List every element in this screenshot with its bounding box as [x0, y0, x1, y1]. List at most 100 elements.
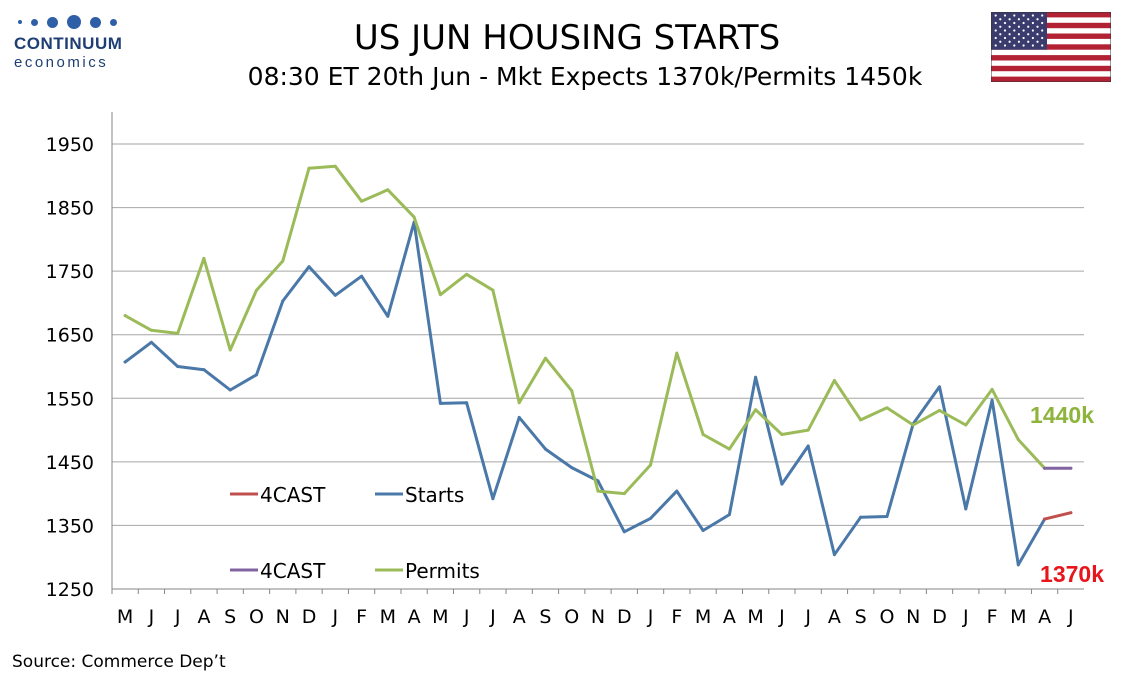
y-tick-label: 1650: [46, 325, 94, 347]
chart-subtitle: 08:30 ET 20th Jun - Mkt Expects 1370k/Pe…: [247, 62, 923, 91]
x-tick-label: J: [331, 606, 338, 628]
logo-subword: economics: [14, 54, 109, 71]
y-tick-label: 1750: [46, 261, 94, 283]
data-point-starts: [701, 529, 705, 533]
data-point-permits: [675, 351, 679, 355]
data-point-permits-forecast: [1069, 466, 1073, 470]
data-point-starts: [543, 447, 547, 451]
data-point-permits: [543, 356, 547, 360]
data-point-permits: [570, 389, 574, 393]
legend-label: 4CAST: [260, 483, 326, 507]
data-point-starts: [386, 314, 390, 318]
data-point-starts: [465, 401, 469, 405]
legend-label: Starts: [405, 483, 464, 507]
data-point-permits: [228, 348, 232, 352]
x-tick-label: F: [356, 606, 367, 628]
data-point-starts: [938, 385, 942, 389]
x-tick-label: M: [1010, 606, 1026, 628]
data-point-permits: [281, 259, 285, 263]
x-tick-label: J: [174, 606, 181, 628]
x-tick-label: J: [804, 606, 811, 628]
data-point-permits: [727, 447, 731, 451]
x-tick-label: J: [647, 606, 654, 628]
x-tick-label: A: [1038, 606, 1051, 628]
data-point-permits: [780, 433, 784, 437]
data-point-permits: [911, 423, 915, 427]
us-flag-icon: [991, 12, 1111, 82]
data-point-starts: [254, 373, 258, 377]
x-tick-label: D: [617, 606, 632, 628]
legend-label: Permits: [405, 559, 480, 583]
x-tick-label: A: [828, 606, 841, 628]
series-line-permits: [123, 164, 1047, 496]
data-point-starts: [570, 466, 574, 470]
x-tick-label: A: [723, 606, 736, 628]
logo-dots: [18, 14, 138, 30]
x-tick-label: S: [855, 606, 867, 628]
y-tick-label: 1850: [46, 198, 94, 220]
x-tick-label: O: [879, 606, 894, 628]
x-tick-label: J: [962, 606, 969, 628]
x-tick-label: A: [513, 606, 526, 628]
x-tick-label: M: [432, 606, 448, 628]
chart-title: US JUN HOUSING STARTS: [353, 18, 781, 58]
x-tick-label: J: [463, 606, 470, 628]
data-point-starts: [859, 515, 863, 519]
y-tick-label: 1550: [46, 388, 94, 410]
x-tick-label: N: [276, 606, 290, 628]
data-point-permits: [832, 378, 836, 382]
data-point-starts: [964, 507, 968, 511]
x-tick-label: N: [906, 606, 920, 628]
x-tick-label: O: [564, 606, 579, 628]
x-tick-label: F: [671, 606, 682, 628]
series-line-starts: [123, 220, 1047, 567]
data-point-permits: [938, 408, 942, 412]
series-line-starts-forecast: [1043, 511, 1073, 521]
x-tick-label: S: [224, 606, 236, 628]
data-point-starts: [1016, 563, 1020, 567]
x-tick-label: S: [539, 606, 551, 628]
x-tick-label: M: [695, 606, 711, 628]
data-point-permits: [1016, 438, 1020, 442]
data-point-permits-forecast: [1043, 466, 1047, 470]
data-point-starts: [360, 274, 364, 278]
data-point-starts: [438, 401, 442, 405]
data-point-permits: [202, 256, 206, 260]
data-point-permits: [307, 166, 311, 170]
data-point-permits: [859, 418, 863, 422]
x-tick-label: D: [932, 606, 947, 628]
data-point-starts: [491, 497, 495, 501]
legend-label: 4CAST: [260, 559, 326, 583]
data-point-starts: [517, 415, 521, 419]
value-annotation: 1440k: [1030, 402, 1094, 428]
data-point-starts: [806, 444, 810, 448]
data-point-starts-forecast: [1069, 511, 1073, 515]
x-tick-label: D: [302, 606, 317, 628]
x-tick-label: A: [197, 606, 210, 628]
data-point-permits: [254, 288, 258, 292]
data-point-permits: [491, 288, 495, 292]
data-point-permits: [990, 387, 994, 391]
x-tick-label: A: [408, 606, 421, 628]
x-tick-label: M: [747, 606, 763, 628]
y-tick-label: 1350: [46, 515, 94, 537]
data-point-starts: [202, 368, 206, 372]
data-point-permits: [649, 463, 653, 467]
x-tick-label: M: [380, 606, 396, 628]
data-point-starts-forecast: [1043, 517, 1047, 521]
data-point-permits: [701, 433, 705, 437]
data-point-permits: [964, 423, 968, 427]
data-point-permits: [885, 406, 889, 410]
data-point-permits: [386, 188, 390, 192]
data-point-starts: [675, 489, 679, 493]
data-point-permits: [438, 293, 442, 297]
data-point-starts: [333, 293, 337, 297]
data-point-starts: [149, 340, 153, 344]
x-tick-label: J: [778, 606, 785, 628]
data-point-starts: [780, 482, 784, 486]
data-point-starts: [307, 265, 311, 269]
data-point-starts: [727, 513, 731, 517]
data-point-permits: [149, 328, 153, 332]
y-tick-label: 1950: [46, 134, 94, 156]
